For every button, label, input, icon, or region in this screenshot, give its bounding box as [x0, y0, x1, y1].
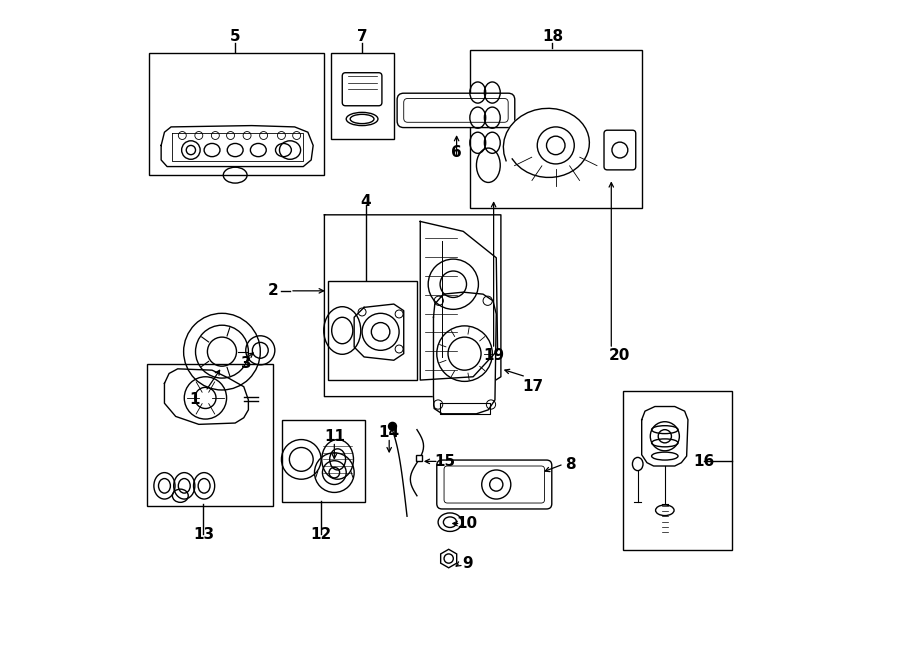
Bar [331, 53, 394, 139]
Text: 9: 9 [462, 556, 472, 570]
Text: 8: 8 [565, 457, 576, 471]
Bar [149, 53, 324, 175]
Text: 6: 6 [451, 145, 462, 159]
Text: 18: 18 [542, 29, 563, 44]
Text: 17: 17 [522, 379, 544, 394]
Text: 11: 11 [324, 429, 345, 444]
Polygon shape [165, 369, 248, 424]
Bar [416, 455, 422, 461]
Text: 1: 1 [189, 393, 200, 407]
Text: 4: 4 [361, 194, 372, 209]
Polygon shape [324, 215, 501, 397]
Polygon shape [434, 292, 496, 414]
Polygon shape [161, 126, 313, 167]
Polygon shape [420, 221, 498, 380]
Text: 3: 3 [241, 356, 252, 371]
Bar [623, 391, 733, 550]
Polygon shape [642, 407, 688, 466]
Text: 7: 7 [356, 29, 367, 44]
FancyBboxPatch shape [397, 93, 515, 128]
FancyBboxPatch shape [604, 130, 635, 170]
Text: 2: 2 [267, 284, 278, 298]
Bar [328, 281, 417, 380]
Bar [470, 50, 642, 208]
Text: 15: 15 [435, 454, 456, 469]
Text: 10: 10 [456, 516, 478, 531]
Polygon shape [441, 549, 456, 568]
Polygon shape [355, 304, 404, 360]
Text: 12: 12 [310, 527, 332, 541]
Text: 13: 13 [193, 527, 214, 541]
Text: 19: 19 [483, 348, 504, 363]
Text: 5: 5 [230, 29, 240, 44]
Text: 16: 16 [693, 454, 715, 469]
Bar [148, 364, 273, 506]
Circle shape [389, 422, 397, 430]
Text: 14: 14 [379, 426, 400, 440]
FancyBboxPatch shape [436, 460, 552, 509]
Text: 20: 20 [608, 348, 630, 363]
Polygon shape [503, 108, 590, 177]
FancyBboxPatch shape [342, 73, 382, 106]
Bar [282, 420, 364, 502]
